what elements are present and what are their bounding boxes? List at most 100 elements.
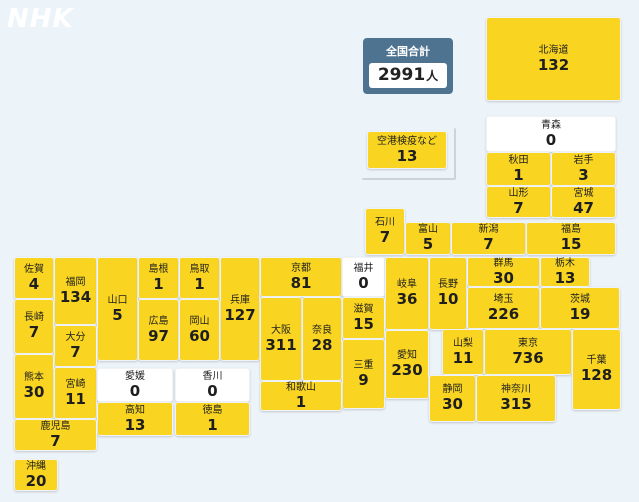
prefecture-name: 佐賀 <box>24 263 44 275</box>
prefecture-count: 0 <box>545 130 557 149</box>
prefecture-count: 13 <box>124 415 146 434</box>
prefecture-count: 7 <box>379 228 391 246</box>
prefecture-count: 0 <box>358 273 369 292</box>
prefecture-tile-ehime: 愛媛 0 <box>97 368 173 402</box>
prefecture-tile-fukuoka: 福岡 134 <box>54 257 97 325</box>
prefecture-tile-niigata: 新潟 7 <box>451 222 526 255</box>
prefecture-count: 315 <box>500 395 532 413</box>
national-total-unit: 人 <box>426 69 439 83</box>
prefecture-count: 28 <box>311 335 333 354</box>
prefecture-count: 97 <box>148 326 169 345</box>
prefecture-tile-kagoshima: 鹿児島 7 <box>14 419 97 451</box>
prefecture-count: 0 <box>129 381 141 400</box>
prefecture-count: 60 <box>189 326 210 345</box>
prefecture-name: 三重 <box>353 359 374 371</box>
prefecture-count: 1 <box>207 415 218 434</box>
prefecture-count: 19 <box>569 304 591 323</box>
prefecture-name: 東京 <box>518 337 538 349</box>
national-total-label: 全国合計 <box>386 45 430 58</box>
prefecture-name: 和歌山 <box>286 381 316 393</box>
prefecture-name: 大分 <box>65 331 86 343</box>
prefecture-tile-osaka: 大阪 311 <box>260 297 302 381</box>
prefecture-count: 1 <box>194 274 205 293</box>
prefecture-name: 新潟 <box>478 224 499 235</box>
national-total-box: 全国合計 2991人 <box>363 38 453 94</box>
prefecture-name: 茨城 <box>570 293 590 305</box>
prefecture-name: 鳥取 <box>189 263 210 275</box>
prefecture-tile-wakayama: 和歌山 1 <box>260 381 342 411</box>
prefecture-tile-ibaraki: 茨城 19 <box>540 287 620 329</box>
prefecture-tile-iwate: 岩手 3 <box>551 152 616 186</box>
prefecture-tile-yamagata: 山形 7 <box>486 186 551 218</box>
nhk-logo: NHK <box>7 4 74 34</box>
prefecture-name: 熊本 <box>24 372 44 383</box>
prefecture-name: 千葉 <box>586 355 607 366</box>
prefecture-count: 7 <box>483 235 494 253</box>
prefecture-count: 127 <box>224 305 256 324</box>
prefecture-count: 1 <box>513 165 524 184</box>
prefecture-tile-miyagi: 宮城 47 <box>551 186 616 218</box>
prefecture-count: 1 <box>153 274 164 293</box>
prefecture-tile-saitama: 埼玉 226 <box>467 287 540 329</box>
prefecture-name: 滋賀 <box>353 303 374 315</box>
prefecture-name: 岡山 <box>189 315 210 327</box>
prefecture-tile-aomori: 青森 0 <box>486 116 616 152</box>
prefecture-tile-yamaguchi: 山口 5 <box>97 257 138 361</box>
prefecture-tile-yamanashi: 山梨 11 <box>442 329 484 375</box>
prefecture-count: 230 <box>391 361 423 379</box>
prefecture-tile-hyogo: 兵庫 127 <box>220 257 260 361</box>
prefecture-tile-hokkaido: 北海道 132 <box>486 17 621 101</box>
prefecture-count: 7 <box>70 342 81 361</box>
prefecture-count: 5 <box>112 305 123 324</box>
prefecture-count: 0 <box>207 381 218 400</box>
prefecture-tile-fukui: 福井 0 <box>342 257 385 297</box>
prefecture-tile-miyazaki: 宮崎 11 <box>54 367 97 419</box>
prefecture-count: 36 <box>396 290 418 308</box>
prefecture-name: 沖縄 <box>26 460 46 472</box>
prefecture-tile-shimane: 島根 1 <box>138 257 179 299</box>
prefecture-tile-chiba: 千葉 128 <box>572 329 621 410</box>
prefecture-count: 13 <box>554 268 576 287</box>
prefecture-count: 81 <box>290 273 312 292</box>
prefecture-count: 736 <box>512 348 544 367</box>
prefecture-tile-tokushima: 徳島 1 <box>175 402 250 436</box>
prefecture-count: 13 <box>396 146 418 165</box>
prefecture-tile-fukushima: 福島 15 <box>526 222 616 255</box>
prefecture-name: 宮崎 <box>65 378 86 390</box>
prefecture-count: 11 <box>452 348 474 367</box>
prefecture-name: 山形 <box>508 187 529 199</box>
prefecture-tile-nara: 奈良 28 <box>302 297 342 381</box>
prefecture-name: 島根 <box>148 263 169 275</box>
prefecture-name: 鹿児島 <box>40 420 71 432</box>
prefecture-count: 226 <box>487 304 520 323</box>
prefecture-count: 4 <box>28 274 40 293</box>
prefecture-count: 7 <box>513 198 524 217</box>
prefecture-tile-toyama: 富山 5 <box>405 222 451 255</box>
prefecture-tile-tochigi: 栃木 13 <box>540 257 590 287</box>
prefecture-name: 奈良 <box>312 324 332 336</box>
prefecture-name: 京都 <box>291 262 311 274</box>
prefecture-name: 空港検疫など <box>377 135 437 147</box>
airport-quarantine-frame <box>362 128 456 180</box>
prefecture-name: 山口 <box>107 294 128 306</box>
prefecture-tile-okinawa: 沖縄 20 <box>14 459 58 491</box>
prefecture-name: 徳島 <box>202 404 223 416</box>
national-total-value: 2991 <box>377 65 426 85</box>
prefecture-tile-hiroshima: 広島 97 <box>138 299 179 361</box>
prefecture-tile-kagawa: 香川 0 <box>175 368 250 402</box>
prefecture-tile-nagano: 長野 10 <box>429 257 467 330</box>
prefecture-count: 7 <box>50 431 61 450</box>
prefecture-tile-shiga: 滋賀 15 <box>342 297 385 339</box>
prefecture-tile-gifu: 岐阜 36 <box>385 257 429 330</box>
prefecture-name: 高知 <box>125 404 145 416</box>
prefecture-tile-kanagawa: 神奈川 315 <box>476 375 556 422</box>
national-total-value-box: 2991人 <box>369 63 447 88</box>
prefecture-name: 岐阜 <box>397 279 417 290</box>
prefecture-name: 兵庫 <box>230 294 250 306</box>
prefecture-tile-tokyo: 東京 736 <box>484 329 572 375</box>
prefecture-count: 15 <box>560 235 582 253</box>
prefecture-count: 7 <box>28 323 40 341</box>
prefecture-tile-aichi: 愛知 230 <box>385 330 429 399</box>
prefecture-name: 石川 <box>375 217 395 228</box>
prefecture-count: 128 <box>580 366 613 384</box>
